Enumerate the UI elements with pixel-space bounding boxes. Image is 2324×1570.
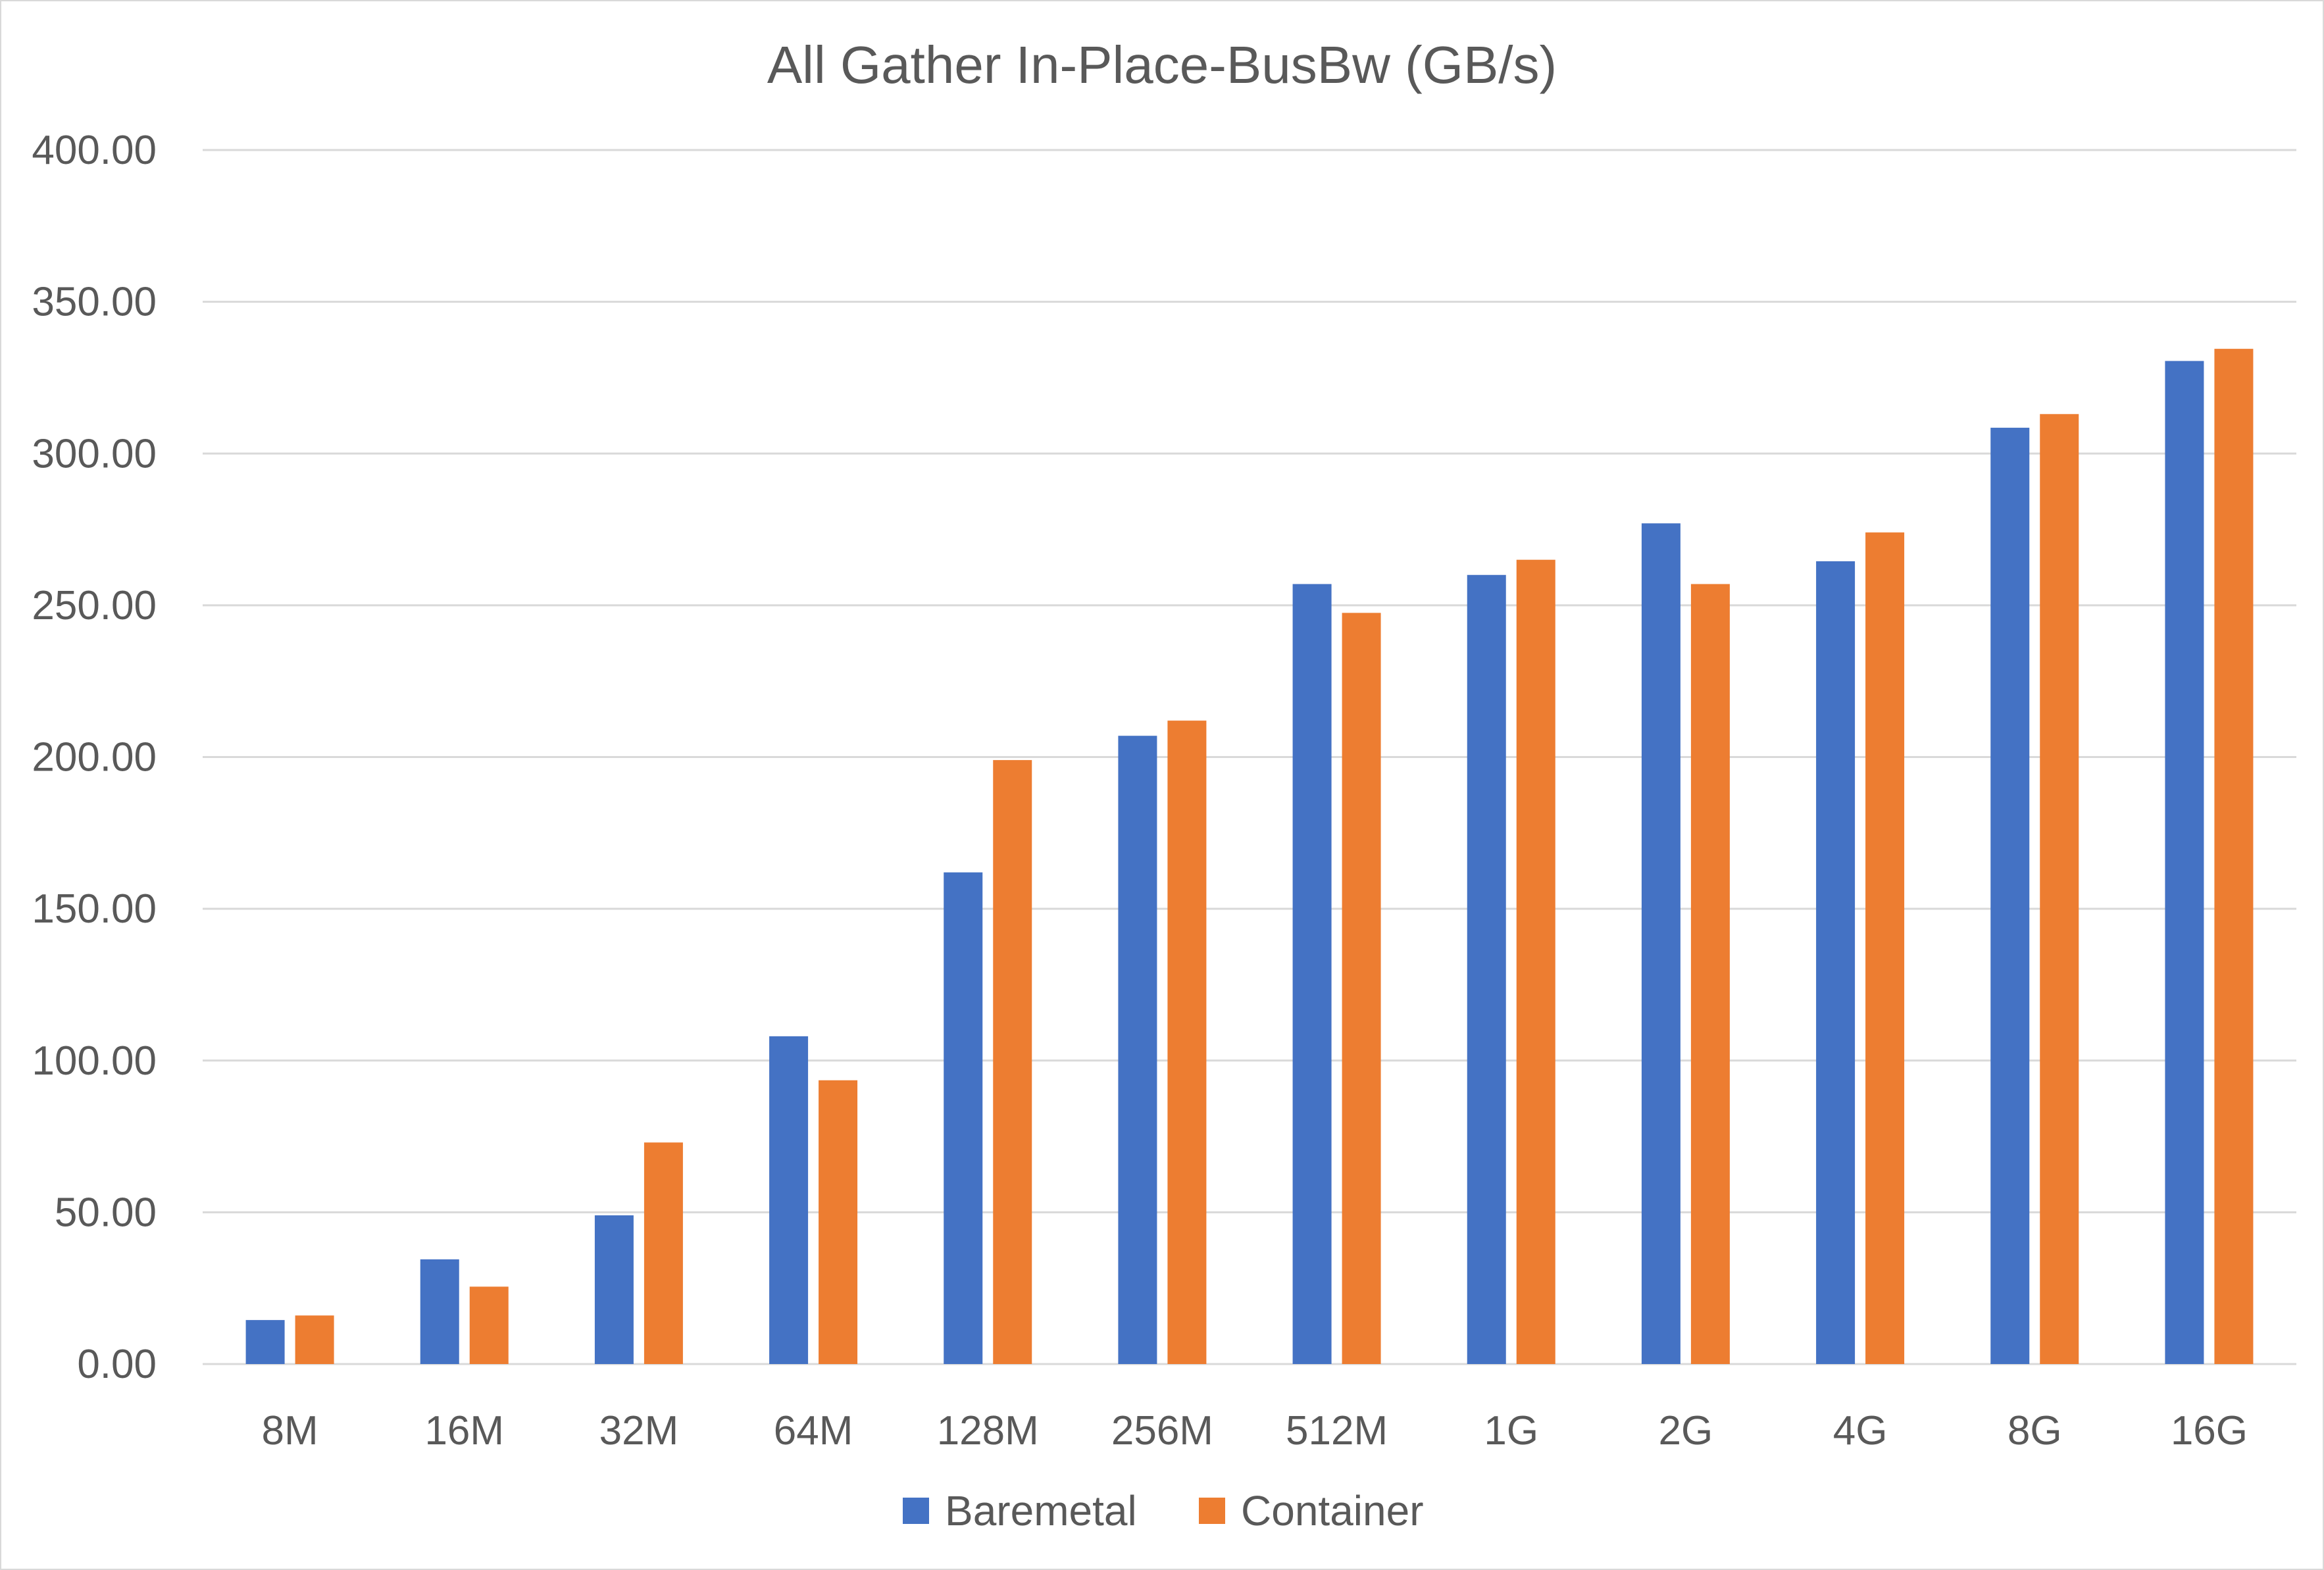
bar-baremetal-4g [1816,561,1856,1364]
bar-baremetal-8g [1990,428,2030,1365]
x-axis-tick-labels: 8M 16M 32M 64M 128M 256M 512M 1G 2G 4G 8G 16G [262,1408,2248,1454]
y-tick-label: 250.00 [32,583,157,628]
bar-container-256m [1167,721,1207,1364]
bar-baremetal-512m [1292,584,1332,1364]
x-tick-label: 128M [937,1408,1039,1454]
x-tick-label: 4G [1833,1408,1888,1454]
bar-baremetal-128m [944,872,983,1364]
bar-container-128m [993,760,1032,1364]
x-tick-label: 8G [2008,1408,2062,1454]
bar-baremetal-256m [1118,736,1157,1364]
x-tick-label: 16G [2171,1408,2248,1454]
bar-container-8m [295,1315,334,1364]
bar-baremetal-16m [420,1259,459,1364]
bar-container-1g [1516,559,1555,1364]
legend-label-baremetal: Baremetal [945,1487,1137,1534]
bar-container-2g [1690,584,1730,1364]
y-tick-label: 350.00 [32,280,157,325]
bar-baremetal-64m [769,1036,809,1364]
bar-baremetal-2g [1641,523,1680,1364]
bar-baremetal-8m [245,1320,285,1364]
chart-title: All Gather In-Place-BusBw (GB/s) [767,36,1557,94]
y-axis-tick-labels: 0.00 50.00 100.00 150.00 200.00 250.00 300.00 3… [32,128,157,1387]
y-tick-label: 200.00 [32,735,157,780]
y-tick-label: 100.00 [32,1038,157,1084]
bar-container-512m [1342,613,1381,1364]
bar-container-4g [1865,532,1905,1364]
x-tick-label: 2G [1659,1408,1713,1454]
bar-baremetal-1g [1467,574,1506,1364]
x-tick-label: 8M [262,1408,318,1454]
y-tick-label: 50.00 [55,1190,157,1235]
x-tick-label: 16M [424,1408,504,1454]
y-tick-label: 400.00 [32,128,157,173]
x-tick-label: 32M [599,1408,679,1454]
bar-container-8g [2040,414,2079,1364]
x-tick-label: 64M [774,1408,853,1454]
x-tick-label: 1G [1484,1408,1538,1454]
bar-container-16m [469,1286,509,1364]
y-tick-label: 0.00 [77,1342,157,1387]
x-tick-label: 512M [1286,1408,1388,1454]
legend-swatch-container [1199,1498,1225,1524]
y-tick-label: 150.00 [32,886,157,932]
legend-swatch-baremetal [903,1498,929,1524]
bar-container-64m [819,1080,858,1364]
legend: Baremetal Container [903,1487,1424,1534]
legend-label-container: Container [1241,1487,1424,1534]
bar-baremetal-32m [594,1215,634,1364]
y-tick-label: 300.00 [32,431,157,476]
bars [245,349,2254,1365]
bar-container-16g [2214,349,2254,1364]
bar-baremetal-16g [2165,361,2204,1364]
gridlines [203,149,2296,1365]
bar-container-32m [644,1142,683,1364]
x-tick-label: 256M [1111,1408,1213,1454]
